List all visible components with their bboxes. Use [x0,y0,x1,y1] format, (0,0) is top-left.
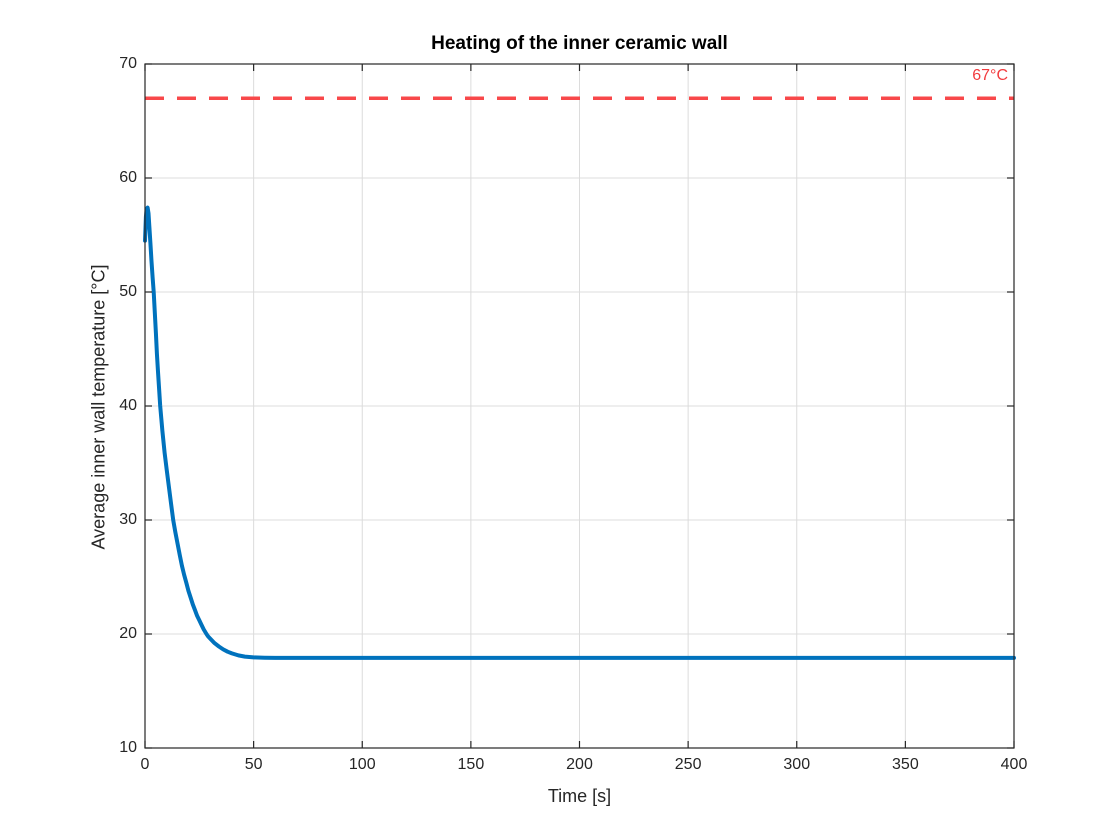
y-tick-label: 50 [119,283,137,300]
threshold-label: 67°C [972,67,1008,84]
x-axis-label: Time [s] [547,786,612,806]
chart-title: Heating of the inner ceramic wall [431,33,728,54]
x-tick-label: 150 [457,756,485,773]
x-tick-label: 50 [244,756,263,773]
x-tick-label: 100 [348,756,376,773]
x-tick-label: 350 [892,756,919,773]
x-tick-label: 0 [140,756,150,773]
x-tick-label: 250 [674,756,702,773]
y-tick-label: 70 [119,55,137,72]
y-tick-label: 40 [119,397,137,414]
y-tick-label: 30 [119,511,137,528]
y-tick-label: 60 [119,169,137,186]
temperature-curve [143,205,1016,660]
y-tick-label: 10 [119,739,137,756]
y-tick-label: 20 [119,625,137,642]
x-tick-label: 300 [783,756,811,773]
x-tick-label: 400 [1000,756,1028,773]
x-tick-label: 200 [566,756,593,773]
